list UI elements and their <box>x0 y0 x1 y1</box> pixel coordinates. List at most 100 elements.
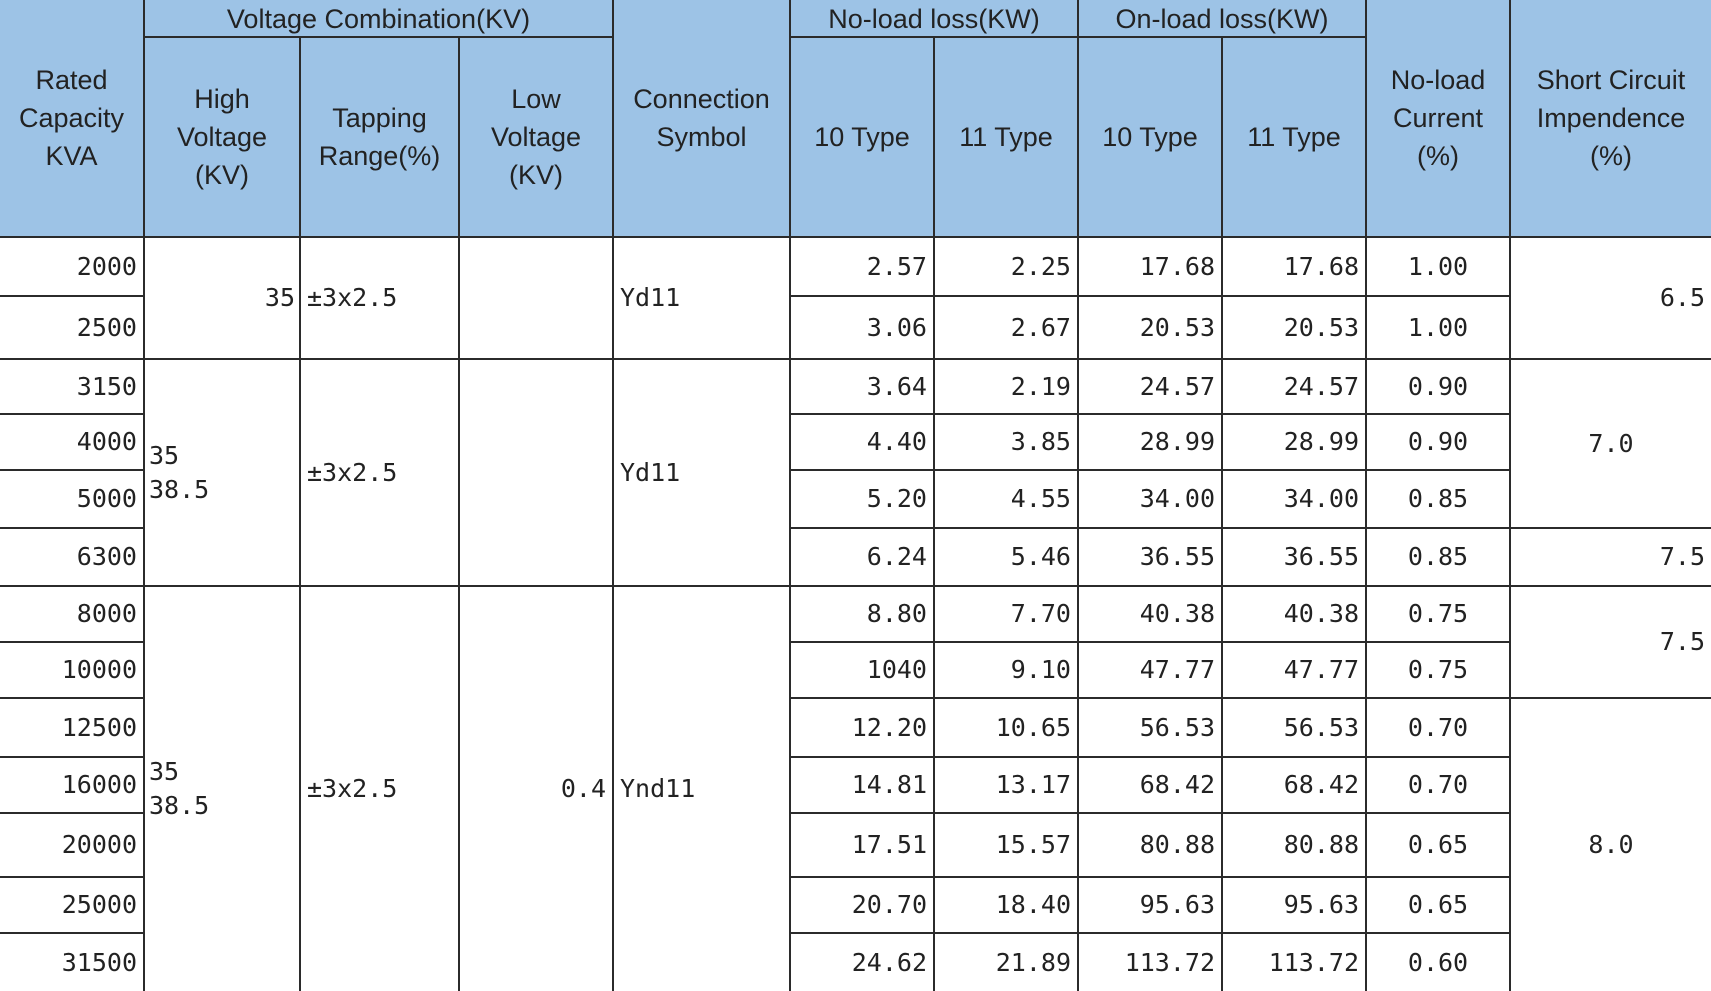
data-cell: 1.00 <box>1367 238 1511 297</box>
data-cell: 20000 <box>0 814 145 878</box>
data-cell: 10000 <box>0 643 145 699</box>
column-header: 10 Type <box>1079 38 1223 238</box>
tapping-text: ±3x2.5 <box>307 283 398 312</box>
data-cell: 0.65 <box>1367 878 1511 934</box>
high-voltage-text: 35 <box>149 440 180 470</box>
data-cell: 0.70 <box>1367 699 1511 758</box>
cell-text: 4.40 <box>866 427 927 456</box>
group-header-text: Voltage Combination(KV) <box>226 4 531 34</box>
cell-text: 6300 <box>76 542 137 571</box>
cell-text: 5.46 <box>1010 542 1071 571</box>
cell-text: 3.06 <box>866 312 927 342</box>
data-cell: 95.63 <box>1223 878 1367 934</box>
column-header-text: (%) <box>1417 141 1459 171</box>
column-header-text: High <box>194 84 250 114</box>
data-cell: 34.00 <box>1223 471 1367 529</box>
data-cell: 0.60 <box>1367 934 1511 991</box>
column-header: Low Voltage (KV) <box>460 38 614 238</box>
high-voltage-cell: 35 38.5 <box>145 360 301 587</box>
column-header: 11 Type <box>1223 38 1367 238</box>
tapping-cell: ±3x2.5 <box>301 238 460 360</box>
cell-text: 15.57 <box>995 830 1071 859</box>
data-cell: 4.40 <box>791 415 935 471</box>
cell-text: 47.77 <box>1283 655 1359 684</box>
connection-cell: Yd11 <box>614 360 791 587</box>
data-cell: 7.70 <box>935 587 1079 643</box>
tapping-cell: ±3x2.5 <box>301 587 460 991</box>
cell-text: 0.85 <box>1407 542 1469 571</box>
data-cell: 3.06 <box>791 297 935 360</box>
cell-text: 0.70 <box>1407 712 1469 742</box>
cell-text: 8.80 <box>866 599 927 628</box>
column-header-text: Voltage <box>176 122 268 152</box>
cell-text: 0.85 <box>1407 484 1469 513</box>
cell-text: 2500 <box>76 312 137 342</box>
column-header: Rated Capacity KVA <box>0 0 145 238</box>
short-circuit-text: 8.0 <box>1588 830 1634 859</box>
cell-text: 24.57 <box>1139 371 1215 401</box>
short-circuit-cell: 8.0 <box>1511 699 1711 991</box>
data-cell: 20.53 <box>1079 297 1223 360</box>
data-cell: 14.81 <box>791 758 935 814</box>
data-cell: 4.55 <box>935 471 1079 529</box>
cell-text: 0.60 <box>1407 947 1469 977</box>
column-header-text: Rated <box>35 65 108 95</box>
data-cell: 8.80 <box>791 587 935 643</box>
group-header: No-load loss(KW) <box>791 0 1079 38</box>
short-circuit-text: 6.5 <box>1659 283 1705 312</box>
data-cell: 0.90 <box>1367 360 1511 415</box>
column-header-text: 10 Type <box>814 122 910 152</box>
low-voltage-cell: 0.4 <box>460 587 614 991</box>
cell-text: 0.70 <box>1407 770 1469 799</box>
cell-text: 10000 <box>61 655 137 684</box>
data-cell: 113.72 <box>1079 934 1223 991</box>
cell-text: 20.70 <box>851 890 927 919</box>
column-header-text: Impendence <box>1536 103 1686 133</box>
cell-text: 68.42 <box>1283 770 1359 799</box>
cell-text: 2.25 <box>1010 251 1071 281</box>
cell-text: 56.53 <box>1139 712 1215 742</box>
cell-text: 0.75 <box>1407 655 1469 684</box>
group-header-text: No-load loss(KW) <box>828 4 1040 34</box>
cell-text: 18.40 <box>995 890 1071 919</box>
data-cell: 0.85 <box>1367 471 1511 529</box>
cell-text: 2000 <box>76 251 137 281</box>
cell-text: 95.63 <box>1139 890 1215 919</box>
cell-text: 4.55 <box>1010 484 1071 513</box>
cell-text: 36.55 <box>1139 542 1215 571</box>
column-header-text: Symbol <box>656 122 747 152</box>
cell-text: 36.55 <box>1283 542 1359 571</box>
cell-text: 17.68 <box>1283 251 1359 281</box>
cell-text: 0.90 <box>1407 371 1469 401</box>
cell-text: 13.17 <box>995 770 1071 799</box>
data-cell: 36.55 <box>1079 529 1223 587</box>
data-cell: 13.17 <box>935 758 1079 814</box>
column-header: 11 Type <box>935 38 1079 238</box>
data-cell: 15.57 <box>935 814 1079 878</box>
data-cell: 3150 <box>0 360 145 415</box>
column-header: Connection Symbol <box>614 0 791 238</box>
column-header: Tapping Range(%) <box>301 38 460 238</box>
data-cell: 16000 <box>0 758 145 814</box>
data-cell: 2.67 <box>935 297 1079 360</box>
cell-text: 47.77 <box>1139 655 1215 684</box>
data-cell: 10.65 <box>935 699 1079 758</box>
short-circuit-text: 7.0 <box>1588 428 1634 458</box>
cell-text: 5.20 <box>866 484 927 513</box>
data-cell: 0.75 <box>1367 587 1511 643</box>
cell-text: 14.81 <box>851 770 927 799</box>
low-voltage-cell <box>460 360 614 587</box>
cell-text: 80.88 <box>1283 830 1359 859</box>
connection-text: Yd11 <box>620 457 681 487</box>
cell-text: 113.72 <box>1124 947 1215 977</box>
data-cell: 2000 <box>0 238 145 297</box>
high-voltage-text: 38.5 <box>149 791 210 820</box>
cell-text: 80.88 <box>1139 830 1215 859</box>
data-cell: 20.70 <box>791 878 935 934</box>
data-cell: 17.51 <box>791 814 935 878</box>
column-header: High Voltage (KV) <box>145 38 301 238</box>
data-cell: 0.70 <box>1367 758 1511 814</box>
data-cell: 68.42 <box>1223 758 1367 814</box>
data-cell: 9.10 <box>935 643 1079 699</box>
data-cell: 5000 <box>0 471 145 529</box>
